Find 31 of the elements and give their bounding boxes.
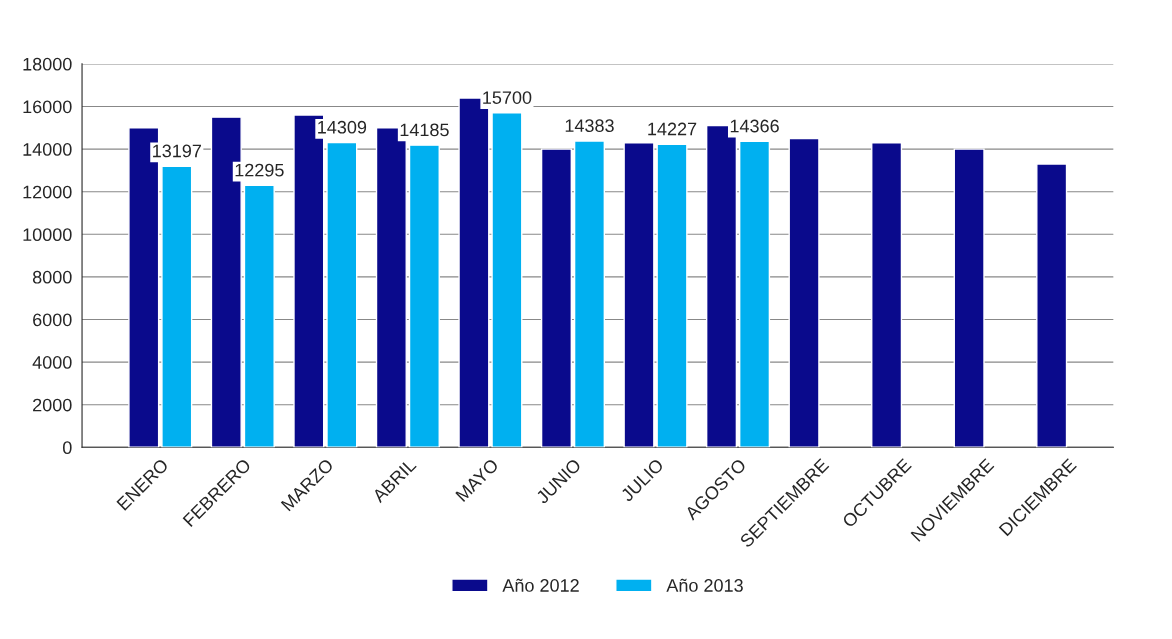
data-label: 14366 <box>730 119 779 133</box>
y-tick-label: 16000 <box>23 100 72 114</box>
bar <box>540 148 573 448</box>
data-label: 14185 <box>400 123 449 137</box>
y-tick-label: 4000 <box>32 356 72 369</box>
bar <box>788 137 820 448</box>
y-tick-label: 0 <box>62 441 72 455</box>
data-label: 14227 <box>648 122 697 136</box>
data-label: 12295 <box>235 163 284 177</box>
data-label: 14309 <box>318 120 367 134</box>
y-tick-label: 2000 <box>33 398 72 412</box>
y-tick-label: 18000 <box>23 57 72 71</box>
data-label: 13197 <box>153 144 201 158</box>
bar <box>738 140 771 448</box>
bar <box>491 112 523 448</box>
bar <box>326 141 358 448</box>
y-tick-label: 14000 <box>23 143 72 156</box>
data-label: 15700 <box>483 91 532 104</box>
bar <box>953 148 985 448</box>
legend-label: Año 2012 <box>502 578 579 592</box>
bar <box>573 140 606 448</box>
y-tick-label: 10000 <box>23 228 72 242</box>
y-tick-label: 12000 <box>23 185 72 199</box>
bar <box>408 144 440 448</box>
legend-label: Año 2013 <box>666 578 743 592</box>
bar <box>871 142 903 448</box>
bar <box>1036 163 1068 448</box>
y-tick-label: 8000 <box>32 270 72 284</box>
data-label: 14383 <box>565 119 614 133</box>
y-tick-label: 6000 <box>33 313 72 327</box>
bar <box>243 184 275 448</box>
